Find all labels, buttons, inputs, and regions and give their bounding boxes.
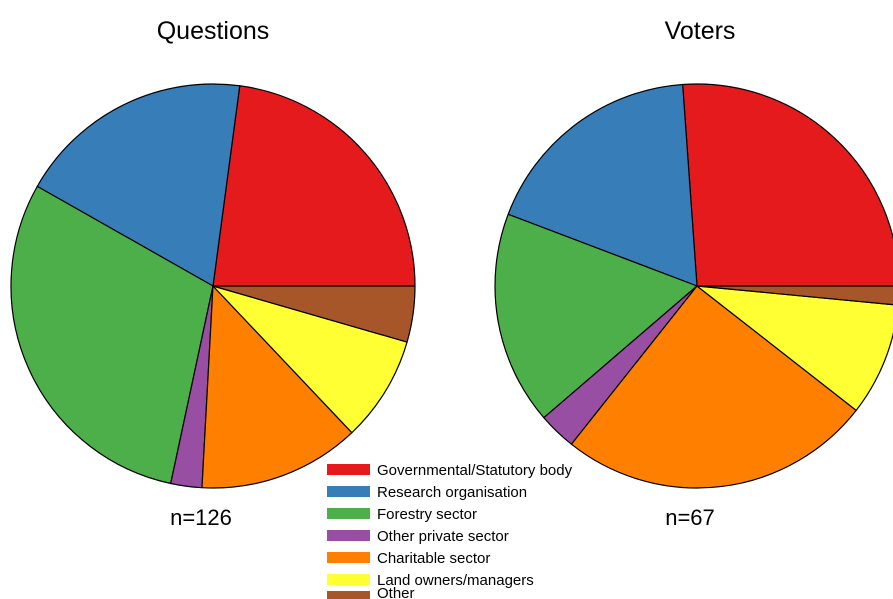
legend-swatch-forestry [327, 508, 370, 519]
legend-swatch-charitable [327, 552, 370, 563]
questions-chart-title: Questions [157, 17, 270, 45]
pie-slice-voters-charitable-sector [570, 285, 857, 489]
pie-slice-voters-research-organisation [507, 83, 698, 287]
voters-chart-title: Voters [665, 17, 736, 45]
pie-slice-voters-governmental-statutory-body [682, 83, 893, 287]
legend-label-other: Other [377, 585, 415, 599]
pie-slice-questions-other [212, 285, 416, 343]
legend-label-forestry: Forestry sector [377, 506, 477, 523]
pie-slice-questions-charitable-sector [201, 285, 353, 489]
questions-sample-size: n=126 [170, 505, 232, 530]
pie-slice-voters-land-owners-managers [696, 285, 893, 411]
legend-swatch-other [327, 591, 370, 599]
legend-swatch-land-owners [327, 574, 370, 585]
legend-label-governmental: Governmental/Statutory body [377, 462, 573, 479]
pie-slice-questions-governmental-statutory-body [212, 85, 416, 287]
voters-pie [494, 83, 893, 489]
legend-label-other-private: Other private sector [377, 528, 509, 545]
pie-slice-voters-forestry-sector [494, 213, 698, 419]
voters-sample-size: n=67 [665, 505, 715, 530]
legend-label-land-owners: Land owners/managers [377, 572, 534, 589]
legend-swatch-other-private [327, 530, 370, 541]
pie-slice-questions-forestry-sector [10, 185, 214, 485]
legend-label-research: Research organisation [377, 484, 527, 501]
pie-slice-questions-research-organisation [36, 83, 241, 287]
questions-pie [10, 83, 416, 489]
legend-label-charitable: Charitable sector [377, 550, 490, 567]
pie-slice-voters-other [696, 285, 893, 306]
pie-slice-questions-land-owners-managers [212, 285, 408, 434]
legend-swatch-research [327, 486, 370, 497]
legend-swatch-governmental [327, 464, 370, 475]
legend: Governmental/Statutory body Research org… [327, 462, 573, 599]
